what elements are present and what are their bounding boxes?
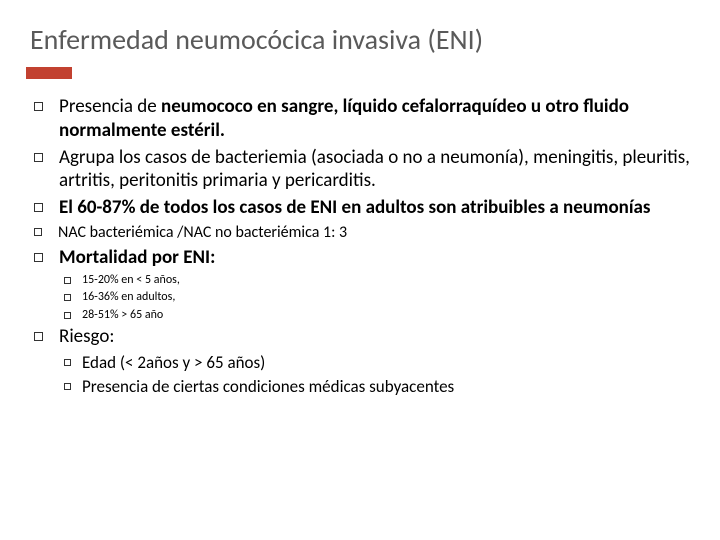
square-bullet-icon <box>34 153 43 162</box>
bullet-item: El 60-87% de todos los casos de ENI en a… <box>34 196 690 220</box>
bullet-item: Agrupa los casos de bacteriemia (asociad… <box>34 146 690 194</box>
bullet-item: 16-36% en adultos, <box>64 290 690 306</box>
square-bullet-icon <box>34 332 43 341</box>
square-bullet-icon <box>64 359 71 366</box>
bullet-text: 15-20% en < 5 años, <box>82 273 180 289</box>
bullet-text: Presencia de neumococo en sangre, líquid… <box>59 95 690 143</box>
bullet-item: 15-20% en < 5 años, <box>64 273 690 289</box>
slide-container: Enfermedad neumocócica invasiva (ENI) Pr… <box>0 0 720 540</box>
square-bullet-icon <box>64 277 71 284</box>
slide-title: Enfermedad neumocócica invasiva (ENI) <box>30 22 690 57</box>
square-bullet-icon <box>64 312 71 319</box>
bullet-text: Riesgo: <box>59 325 114 349</box>
accent-bar <box>26 67 72 79</box>
bullet-text: Mortalidad por ENI: <box>59 246 215 270</box>
bullet-item: NAC bacteriémica /NAC no bacteriémica 1:… <box>34 223 690 243</box>
bullet-item: Riesgo: <box>34 325 690 349</box>
bullet-text: Agrupa los casos de bacteriemia (asociad… <box>59 146 690 194</box>
bullet-item: 28-51% > 65 año <box>64 308 690 324</box>
bullet-text: El 60-87% de todos los casos de ENI en a… <box>59 196 650 220</box>
bullet-item: Mortalidad por ENI: <box>34 246 690 270</box>
square-bullet-icon <box>64 383 71 390</box>
square-bullet-icon <box>34 203 43 212</box>
bullet-text: Presencia de ciertas condiciones médicas… <box>82 376 454 398</box>
bullet-item: Edad (< 2años y > 65 años) <box>64 352 690 374</box>
bullet-item: Presencia de ciertas condiciones médicas… <box>64 376 690 398</box>
bullet-item: Presencia de neumococo en sangre, líquid… <box>34 95 690 143</box>
bullet-text: NAC bacteriémica /NAC no bacteriémica 1:… <box>58 223 347 243</box>
square-bullet-icon <box>34 253 43 262</box>
square-bullet-icon <box>64 294 71 301</box>
square-bullet-icon <box>34 228 42 236</box>
bullet-text: Edad (< 2años y > 65 años) <box>82 352 265 374</box>
square-bullet-icon <box>34 102 43 111</box>
bullet-text: 28-51% > 65 año <box>82 308 163 324</box>
bullet-text: 16-36% en adultos, <box>82 290 175 306</box>
slide-content: Presencia de neumococo en sangre, líquid… <box>30 95 690 398</box>
